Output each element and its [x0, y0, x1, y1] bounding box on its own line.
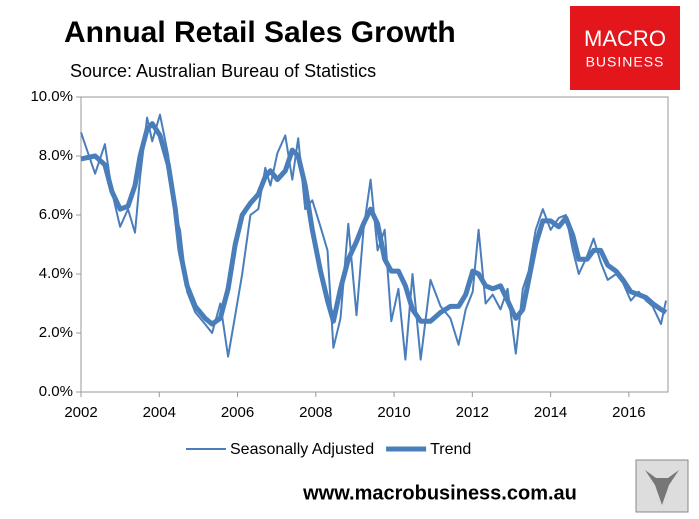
- x-tick-label: 2004: [143, 404, 176, 421]
- chart-subtitle: Source: Australian Bureau of Statistics: [70, 61, 376, 81]
- plot-frame: [80, 96, 669, 393]
- legend-label: Seasonally Adjusted: [230, 441, 374, 458]
- y-tick-label: 0.0%: [39, 383, 73, 400]
- x-tick-label: 2016: [612, 404, 645, 421]
- footer-url: www.macrobusiness.com.au: [302, 482, 577, 504]
- logo-text: MACRO: [584, 26, 666, 51]
- series-line: [80, 113, 667, 361]
- x-tick-label: 2008: [299, 404, 332, 421]
- x-tick-label: 2002: [64, 404, 97, 421]
- x-tick-label: 2014: [534, 404, 567, 421]
- y-tick-label: 6.0%: [39, 206, 73, 223]
- y-tick-label: 2.0%: [39, 324, 73, 341]
- y-tick-label: 8.0%: [39, 147, 73, 164]
- x-tick-label: 2010: [377, 404, 410, 421]
- logo-text: BUSINESS: [586, 54, 665, 70]
- series-line: [80, 121, 668, 327]
- chart-title: Annual Retail Sales Growth: [64, 16, 456, 49]
- y-tick-label: 10.0%: [30, 88, 73, 105]
- x-tick-label: 2012: [456, 404, 489, 421]
- logo-box: [570, 6, 680, 90]
- wolf-icon: [645, 470, 679, 505]
- x-tick-label: 2006: [221, 404, 254, 421]
- y-tick-label: 4.0%: [39, 265, 73, 282]
- legend-label: Trend: [430, 441, 471, 458]
